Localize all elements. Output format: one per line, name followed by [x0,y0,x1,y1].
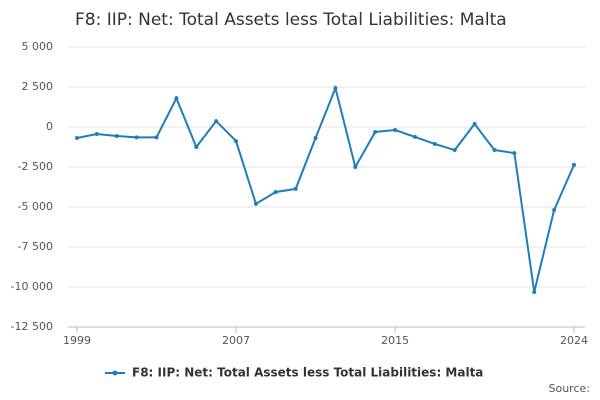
series-line [76,84,575,293]
point [472,121,477,126]
y-tick-label: -5 000 [18,200,53,213]
x-tick-label: 2024 [560,334,588,347]
y-tick-label: -7 500 [18,240,53,253]
point [293,186,298,191]
point [552,208,557,213]
x-tick-label: 1999 [63,334,91,347]
x-tick-label: 2007 [222,334,250,347]
point [154,135,159,140]
point [94,132,99,137]
point [75,136,79,141]
point [253,201,258,206]
y-tick-label: -12 500 [11,320,53,333]
y-tick-label: 5 000 [22,40,54,53]
point [313,136,318,141]
y-tick-label: 2 500 [22,80,54,93]
point [572,162,576,167]
point [353,165,358,169]
y-tick-label: -10 000 [11,280,53,293]
point [412,134,417,139]
point [174,96,179,101]
y-tick-label: -2 500 [18,160,53,173]
point [214,119,219,124]
point [333,86,338,91]
point [393,128,398,133]
legend-marker [112,370,118,376]
point [373,129,378,134]
point [114,133,119,138]
point [234,139,239,144]
legend-label: F8: IIP: Net: Total Assets less Total Li… [132,366,483,380]
point [452,148,457,153]
point [273,189,278,194]
point [512,151,517,156]
x-tick-label: 2015 [381,334,409,347]
source: Source: [549,382,591,395]
point [194,145,199,149]
point [532,289,537,294]
point [134,135,139,140]
point [432,141,437,146]
y-tick-label: 0 [46,120,53,133]
chart-title: F8: IIP: Net: Total Assets less Total Li… [75,10,507,30]
point [492,148,497,153]
